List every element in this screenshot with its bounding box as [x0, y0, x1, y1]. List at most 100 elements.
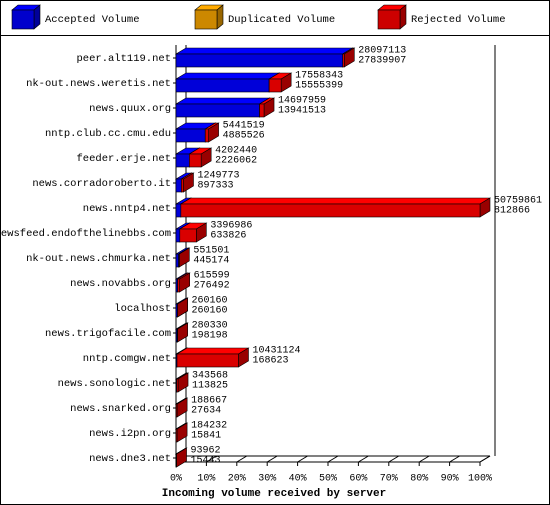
bar [175, 53, 344, 68]
accepted-label: 2226062 [215, 156, 257, 167]
x-tick-label: 90% [441, 474, 459, 485]
bar-segment [268, 72, 293, 93]
y-tick-label: news.corradoroberto.it [32, 178, 171, 190]
x-tick-label: 10% [197, 474, 215, 485]
accepted-label: 633826 [210, 231, 246, 242]
x-axis-label: Incoming volume received by server [162, 488, 386, 500]
y-tick-label: news.novabbs.org [70, 278, 171, 290]
y-tick-label: news.i2pn.org [89, 428, 171, 440]
y-tick-label: news.nntp4.net [83, 203, 171, 215]
total-label: 4202440 [215, 146, 257, 157]
bar [175, 403, 178, 418]
accepted-label: 13941513 [278, 106, 326, 117]
legend-item: Rejected Volume [377, 4, 506, 30]
x-tick-label: 100% [468, 474, 492, 485]
legend-swatch [11, 9, 35, 30]
bar-segment [175, 447, 188, 468]
bar-segment [258, 97, 276, 118]
bar [342, 53, 345, 68]
x-tick-label: 60% [349, 474, 367, 485]
accepted-label: 260160 [192, 306, 228, 317]
accepted-label: 168623 [252, 356, 288, 367]
bar-segment [174, 47, 354, 68]
y-tick-label: nk-out.news.weretis.net [26, 78, 171, 90]
x-tick-label: 50% [319, 474, 337, 485]
total-label: 28097113 [358, 46, 406, 57]
total-label: 280330 [192, 321, 228, 332]
y-tick-label: nk-out.news.chmurka.net [26, 253, 171, 265]
total-label: 188667 [191, 396, 227, 407]
y-tick-label: news.dne3.net [89, 453, 171, 465]
x-tick [418, 455, 430, 463]
total-label: 551501 [193, 246, 229, 257]
accepted-label: 113825 [192, 381, 228, 392]
x-tick-label: 40% [289, 474, 307, 485]
accepted-label: 897333 [197, 181, 233, 192]
bar-segment [204, 122, 220, 143]
bar [181, 178, 184, 193]
legend-label: Rejected Volume [411, 14, 506, 26]
total-label: 17558343 [295, 71, 343, 82]
accepted-label: 812866 [494, 206, 530, 217]
bar-segment [174, 97, 271, 118]
bar [268, 78, 282, 93]
bar-segment [177, 247, 191, 268]
legend-swatch [194, 9, 218, 30]
total-label: 260160 [192, 296, 228, 307]
bar-top [174, 97, 271, 105]
accepted-label: 27839907 [358, 56, 406, 67]
x-tick [479, 455, 491, 463]
bar-segment [341, 47, 356, 68]
x-tick [388, 455, 400, 463]
bar-segment [175, 347, 250, 368]
bar-segment [178, 222, 208, 243]
total-label: 50759861 [494, 196, 542, 207]
bar [175, 228, 181, 243]
bar-top [174, 72, 281, 80]
legend-item: Accepted Volume [11, 4, 140, 30]
total-label: 93962 [191, 446, 221, 457]
x-tick-label: 80% [410, 474, 428, 485]
y-tick-label: nntp.club.cc.cmu.edu [45, 128, 171, 140]
y-tick-label: news.snarked.org [70, 403, 171, 415]
x-tick [266, 455, 278, 463]
y-tick-label: news.sonologic.net [58, 378, 171, 390]
y-tick-label: newsfeed.endofthelinebbs.com [0, 228, 171, 240]
bar-top [174, 47, 354, 55]
bar [204, 128, 209, 143]
x-tick [327, 455, 339, 463]
x-tick [449, 455, 460, 463]
accepted-label: 15443 [191, 456, 221, 467]
bar [189, 153, 202, 168]
y-tick-label: localhost [114, 303, 171, 315]
x-tick-label: 70% [380, 474, 398, 485]
legend-label: Duplicated Volume [228, 14, 335, 26]
x-tick-label: 0% [170, 474, 182, 485]
x-tick [206, 455, 217, 463]
y-tick-label: news.quux.org [89, 103, 171, 115]
y-tick-label: news.trigofacile.com [45, 328, 171, 340]
bar-segment [176, 322, 189, 343]
accepted-label: 445174 [193, 256, 229, 267]
total-label: 343568 [192, 371, 228, 382]
accepted-label: 198198 [192, 331, 228, 342]
total-label: 615599 [194, 271, 230, 282]
bar [259, 103, 265, 118]
bar [180, 203, 481, 218]
total-label: 3396986 [210, 221, 252, 232]
total-label: 14697959 [278, 96, 326, 107]
x-tick [297, 455, 308, 463]
accepted-label: 4885526 [223, 131, 265, 142]
bar [176, 378, 179, 393]
bar-segment [177, 297, 188, 318]
bar-segment [175, 397, 189, 418]
x-tick-label: 30% [258, 474, 276, 485]
bar [175, 178, 182, 193]
bar-segment [176, 272, 191, 293]
total-label: 5441519 [223, 121, 265, 132]
x-tick [358, 455, 369, 463]
bar [179, 228, 197, 243]
bar-segment [180, 172, 195, 193]
bar [175, 428, 178, 443]
